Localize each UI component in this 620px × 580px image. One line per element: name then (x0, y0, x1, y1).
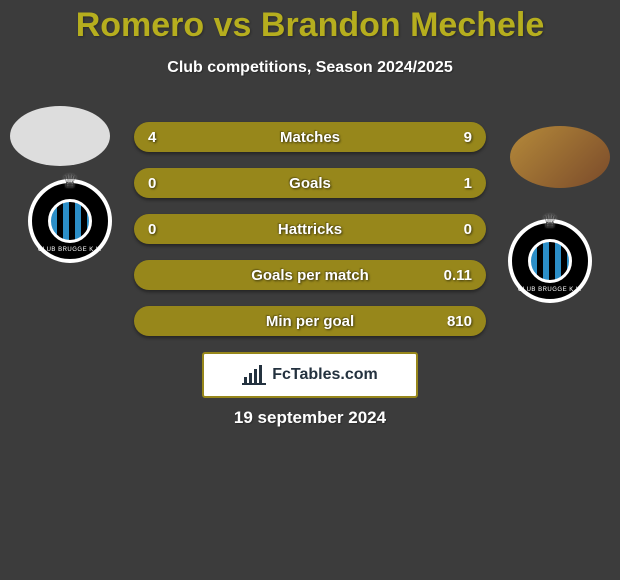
stat-value-right: 0.11 (444, 267, 472, 284)
stat-label: Min per goal (266, 313, 354, 330)
stat-row: Min per goal 810 (134, 306, 486, 336)
date-label: 19 september 2024 (0, 408, 620, 428)
bar-chart-icon (242, 365, 266, 385)
brand-text: FcTables.com (272, 366, 378, 384)
stat-label: Goals (289, 175, 331, 192)
stat-value-right: 1 (464, 175, 472, 192)
player-photo-right (510, 126, 610, 188)
crown-icon: ♕ (542, 211, 558, 232)
stat-value-right: 810 (447, 313, 472, 330)
club-crest-icon: ♕ CLUB BRUGGE K.V. (28, 179, 112, 263)
stat-value-left: 0 (148, 221, 156, 238)
infographic-container: Romero vs Brandon Mechele Club competiti… (0, 0, 620, 580)
stat-value-left: 4 (148, 129, 156, 146)
subtitle: Club competitions, Season 2024/2025 (0, 59, 620, 77)
club-crest-icon: ♕ CLUB BRUGGE K.V. (508, 219, 592, 303)
stat-value-left: 0 (148, 175, 156, 192)
player-photo-left (10, 106, 110, 166)
stat-row: Goals per match 0.11 (134, 260, 486, 290)
page-title: Romero vs Brandon Mechele (0, 0, 620, 45)
stat-label: Goals per match (251, 267, 369, 284)
stat-value-right: 0 (464, 221, 472, 238)
stat-value-right: 9 (464, 129, 472, 146)
stats-list: 4 Matches 9 0 Goals 1 0 Hattricks 0 Goal… (134, 122, 486, 352)
club-logo-right: ♕ CLUB BRUGGE K.V. (500, 218, 600, 304)
stat-label: Hattricks (278, 221, 342, 238)
crown-icon: ♕ (62, 171, 78, 192)
stat-label: Matches (280, 129, 340, 146)
club-logo-left: ♕ CLUB BRUGGE K.V. (20, 178, 120, 264)
stat-row: 0 Goals 1 (134, 168, 486, 198)
brand-footer: FcTables.com (202, 352, 418, 398)
stat-row: 4 Matches 9 (134, 122, 486, 152)
stat-row: 0 Hattricks 0 (134, 214, 486, 244)
